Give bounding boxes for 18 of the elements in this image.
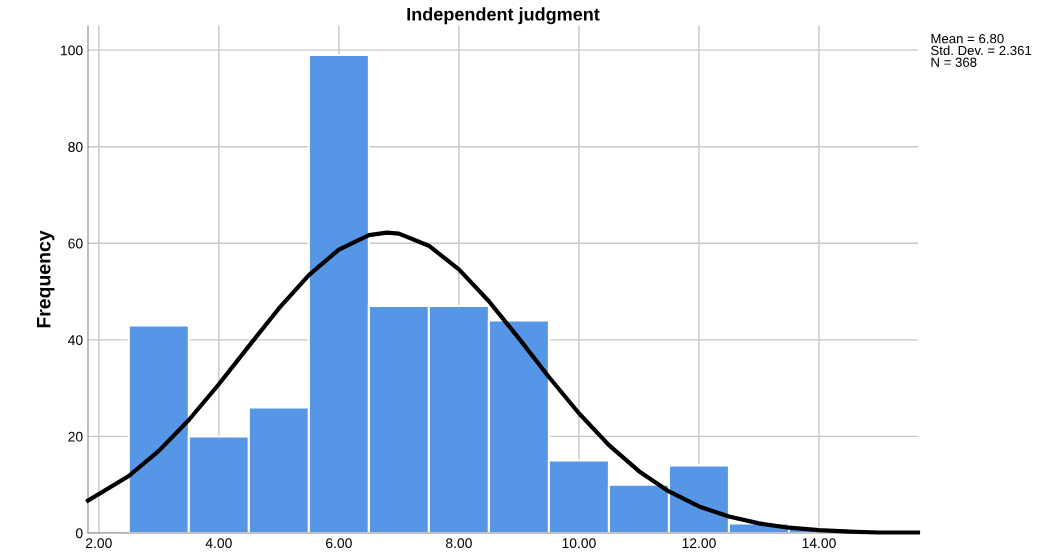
y-axis-title: Frequency (37, 230, 55, 328)
y-tick-label: 100 (61, 45, 83, 56)
text: Mean = 6.80 (931, 33, 1004, 44)
text: N = 368 (931, 57, 977, 67)
x-tick-label: 14.00 (802, 538, 836, 549)
y-tick-label: 20 (68, 431, 83, 442)
y-tick-label: 80 (68, 142, 83, 152)
y-tick-label: 40 (68, 335, 83, 346)
x-tick-label: 8.00 (445, 538, 472, 549)
y-tick-label: 60 (68, 238, 83, 249)
x-tick-label: 2.00 (85, 538, 112, 549)
x-tick-label: 6.00 (326, 538, 352, 549)
x-tick-label: 12.00 (682, 538, 716, 549)
chart-title: Independent judgment (407, 7, 600, 25)
y-tick-label: 0 (75, 528, 83, 539)
text: Std. Dev. = 2.361 (931, 45, 1032, 56)
x-tick-label: 4.00 (205, 538, 232, 549)
x-tick-label: 10.00 (562, 538, 596, 549)
